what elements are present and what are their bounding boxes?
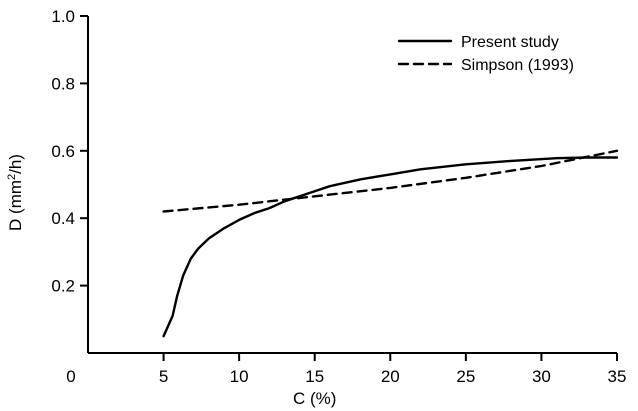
y-axis-label: D (mm2/h): [6, 154, 25, 231]
x-tick-label-10: 10: [230, 367, 249, 386]
y-axis-label-suffix: /h): [6, 154, 25, 174]
y-tick-label-1.0: 1.0: [51, 7, 75, 26]
legend-label-simpson-1993: Simpson (1993): [461, 57, 574, 74]
series-line-present-study: [162, 156, 619, 338]
x-tick-label-35: 35: [608, 367, 627, 386]
x-tick-label-0: 0: [66, 367, 75, 386]
ticks: 0 5 10 15 20 25 30 35 0.2 0.4 0.6 0.8 1.0: [51, 7, 626, 386]
x-tick-label-25: 25: [456, 367, 475, 386]
series-line-simpson-1993: [162, 149, 619, 213]
series-layer: [162, 149, 619, 338]
y-tick-label-0.8: 0.8: [51, 74, 75, 93]
legend-label-present-study: Present study: [461, 34, 559, 51]
legend: Present study Simpson (1993): [397, 34, 574, 74]
x-tick-label-15: 15: [305, 367, 324, 386]
y-tick-label-0.4: 0.4: [51, 209, 75, 228]
x-axis-label: C (%): [293, 389, 336, 408]
y-axis-label-superscript: 2: [6, 174, 18, 180]
y-tick-label-0.2: 0.2: [51, 277, 75, 296]
x-tick-label-20: 20: [381, 367, 400, 386]
x-tick-label-5: 5: [159, 367, 168, 386]
y-axis-label-prefix: D (mm: [6, 180, 25, 231]
axes: [87, 16, 617, 354]
x-tick-label-30: 30: [532, 367, 551, 386]
y-tick-label-0.6: 0.6: [51, 142, 75, 161]
